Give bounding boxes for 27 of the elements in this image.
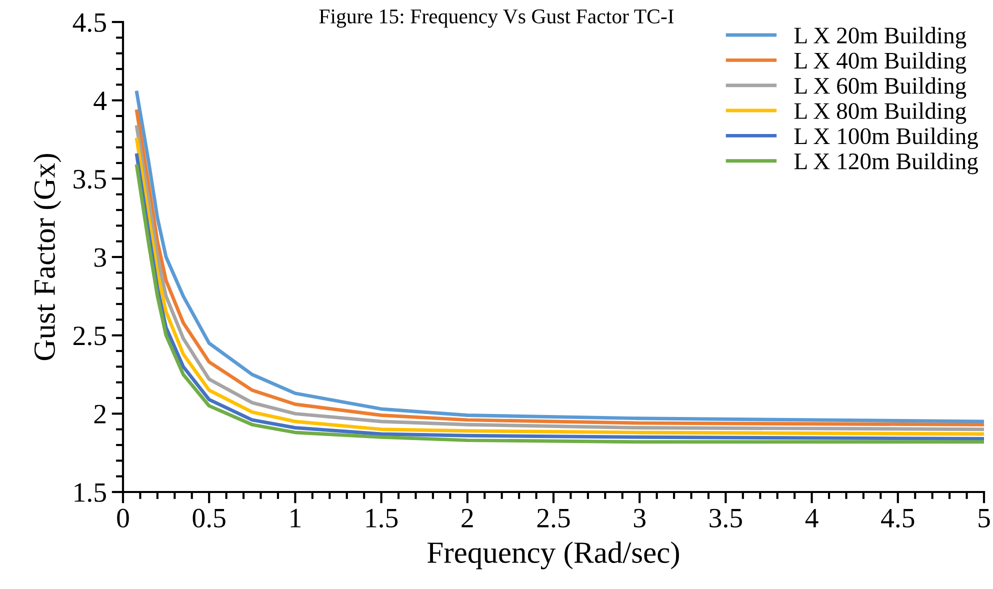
y-tick-label: 1.5 bbox=[74, 483, 106, 502]
chart-title: Figure 15: Frequency Vs Gust Factor TC-I bbox=[319, 9, 674, 28]
x-tick-label: 4 bbox=[805, 508, 818, 528]
y-tick-label: 3.5 bbox=[74, 170, 106, 189]
legend-label: L X 120m Building bbox=[794, 152, 978, 174]
legend-label: L X 80m Building bbox=[794, 102, 966, 124]
x-tick-label: 0.5 bbox=[192, 508, 226, 528]
y-tick-label: 3 bbox=[94, 248, 106, 267]
y-tick-label: 2 bbox=[94, 404, 106, 424]
x-axis-title: Frequency (Rad/sec) bbox=[428, 541, 679, 570]
y-tick-label: 4 bbox=[94, 92, 107, 110]
legend-label: L X 20m Building bbox=[794, 26, 966, 48]
x-tick-label: 2.5 bbox=[537, 508, 570, 528]
y-axis-title: Gust Factor (Gx) bbox=[33, 154, 62, 360]
legend-label: L X 60m Building bbox=[794, 77, 966, 99]
x-tick-label: 5 bbox=[978, 509, 990, 528]
x-tick-label: 3.5 bbox=[710, 508, 742, 528]
x-tick-label: 1.5 bbox=[366, 508, 398, 528]
x-tick-label: 0 bbox=[117, 508, 129, 528]
legend-label: L X 100m Building bbox=[794, 128, 978, 150]
x-tick-label: 1 bbox=[290, 508, 300, 528]
x-tick-label: 4.5 bbox=[881, 508, 914, 528]
x-tick-label: 2 bbox=[462, 508, 473, 528]
x-tick-label: 3 bbox=[634, 508, 646, 528]
y-tick-label: 4.5 bbox=[72, 13, 106, 32]
legend-label: L X 40m Building bbox=[794, 52, 966, 74]
y-tick-label: 2.5 bbox=[74, 326, 106, 346]
